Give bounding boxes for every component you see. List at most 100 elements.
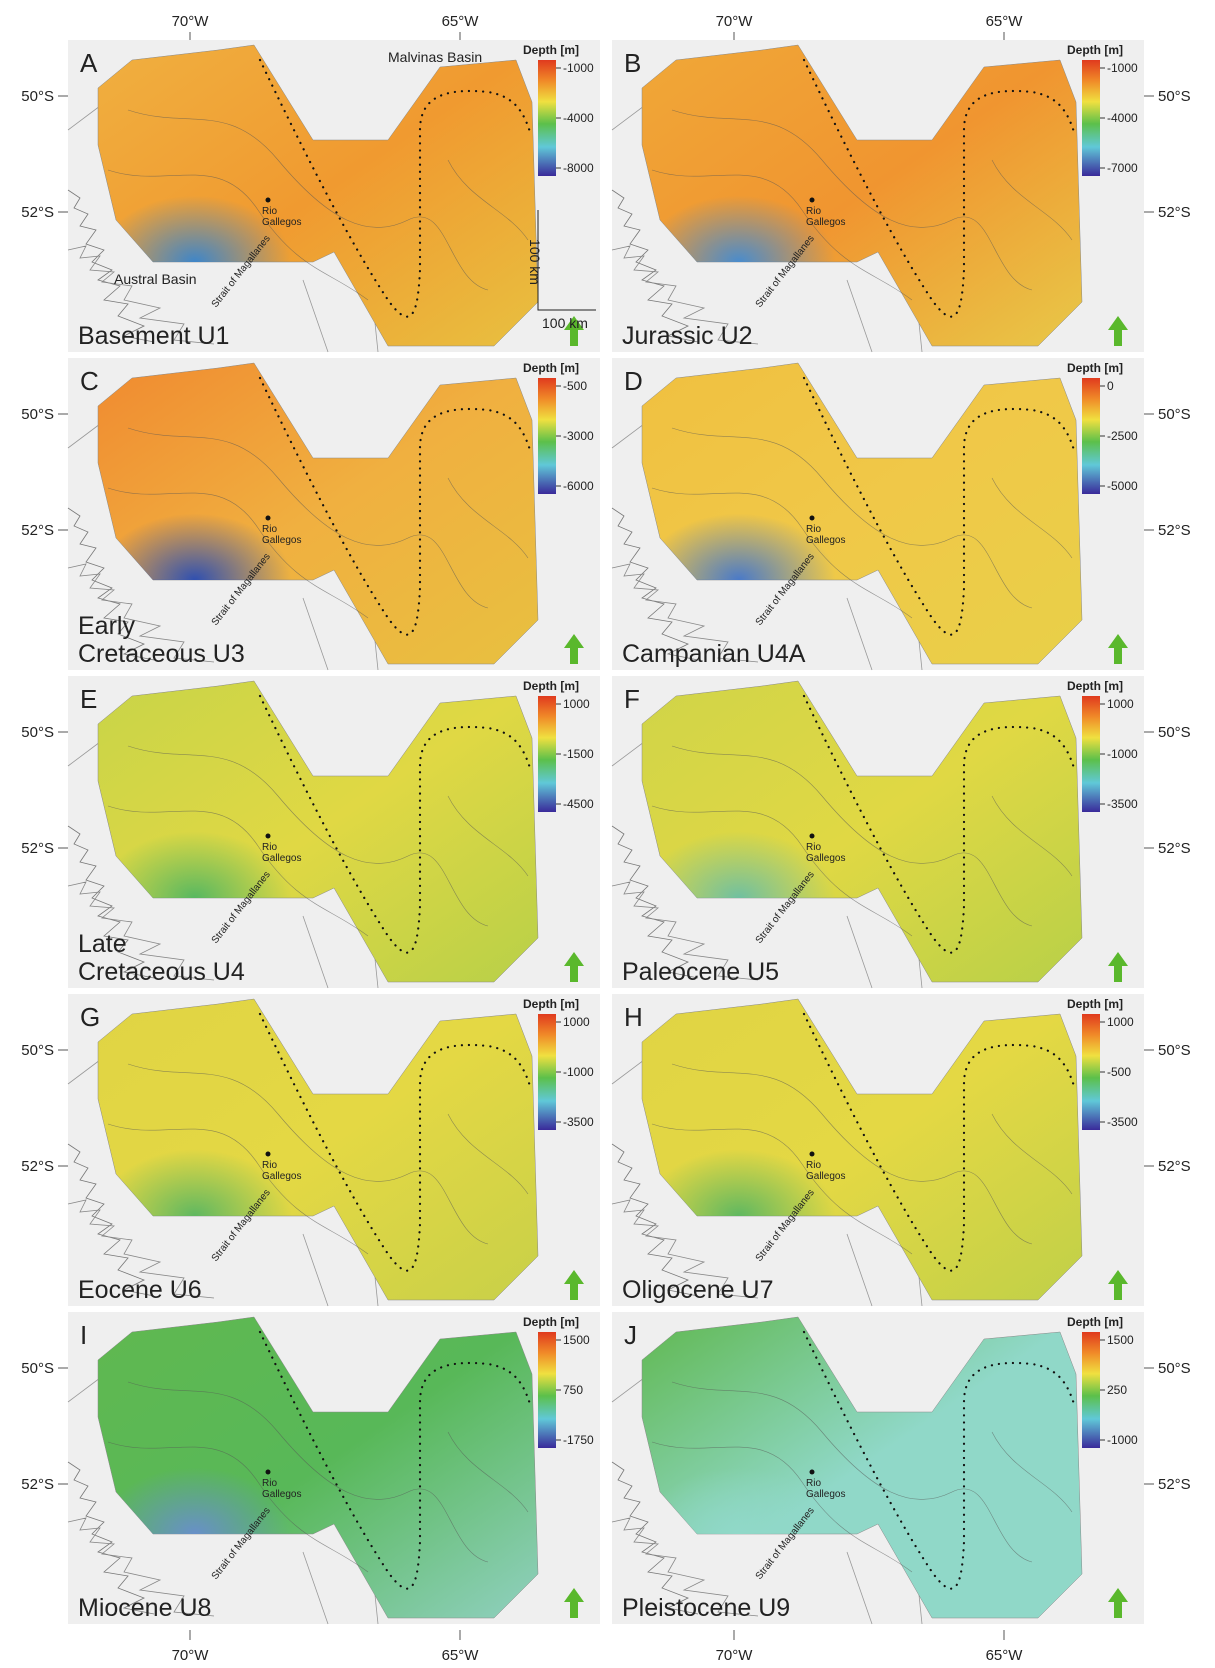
panel-title: Cretaceous U4 [78, 958, 245, 986]
north-arrow [564, 634, 584, 664]
contour [651, 477, 1073, 619]
place-label: Gallegos [806, 1171, 845, 1182]
panel-letter: G [80, 1002, 100, 1032]
panel-letter: B [624, 48, 641, 78]
contour [651, 159, 1073, 301]
coastline [67, 1517, 215, 1617]
latitude-label: 50°S [1158, 406, 1191, 423]
contour [107, 159, 529, 301]
longitude-label: 65°W [442, 1647, 480, 1664]
town-marker [809, 197, 815, 203]
contour [107, 477, 529, 619]
latitude-label: 50°S [21, 406, 54, 423]
north-arrow [564, 1588, 584, 1618]
legend-tick-label: -1000 [563, 1065, 594, 1079]
latitude-label: 52°S [21, 522, 54, 539]
coastline [67, 1143, 155, 1297]
latitude-label: 50°S [1158, 1042, 1191, 1059]
legend-tick-label: -500 [563, 379, 587, 393]
longitude-label: 65°W [442, 13, 480, 30]
place-label: Gallegos [262, 1489, 301, 1500]
coastline [611, 563, 759, 663]
place-label: Rio [806, 206, 821, 217]
basin-boundary [258, 376, 532, 636]
latitude-label: 50°S [21, 88, 54, 105]
coastline [611, 881, 759, 981]
north-arrow [1108, 1270, 1128, 1300]
coastline [611, 1461, 699, 1615]
north-arrow [564, 952, 584, 982]
colorbar [1082, 1014, 1100, 1130]
contour [671, 427, 1033, 609]
latitude-label: 50°S [21, 1360, 54, 1377]
latitude-label: 50°S [21, 1042, 54, 1059]
legend-title: Depth [m] [523, 997, 579, 1011]
latitude-label: 52°S [1158, 204, 1191, 221]
coastline [67, 189, 155, 343]
contour [671, 1063, 1033, 1245]
legend-title: Depth [m] [1067, 1315, 1123, 1329]
panel-letter: I [80, 1320, 87, 1350]
contour [651, 1431, 1073, 1573]
legend-tick-label: -3500 [1107, 797, 1138, 811]
legend-tick-label: -2500 [1107, 429, 1138, 443]
contour [651, 1113, 1073, 1255]
place-label: Gallegos [262, 1171, 301, 1182]
contour [671, 1381, 1033, 1563]
legend-title: Depth [m] [523, 679, 579, 693]
place-label: Rio [262, 842, 277, 853]
legend-tick-label: -7000 [1107, 161, 1138, 175]
panel-title: Jurassic U2 [622, 322, 753, 350]
place-label: Gallegos [806, 535, 845, 546]
town-marker [809, 515, 815, 521]
coastline [611, 507, 699, 661]
contour [107, 1113, 529, 1255]
basin-boundary [258, 694, 532, 954]
latitude-label: 50°S [1158, 88, 1191, 105]
legend-tick-label: -500 [1107, 1065, 1131, 1079]
legend-tick-label: 750 [563, 1383, 583, 1397]
scale-bar [537, 210, 596, 311]
annotation: Austral Basin [114, 271, 196, 287]
coastline [67, 881, 215, 981]
panel-title: Late [78, 930, 127, 958]
contour [651, 795, 1073, 937]
contour [107, 795, 529, 937]
latitude-label: 50°S [1158, 724, 1191, 741]
panel-letter: D [624, 366, 643, 396]
north-arrow [564, 1270, 584, 1300]
contour [671, 109, 1033, 291]
north-arrow [1108, 634, 1128, 664]
panel-letter: H [624, 1002, 643, 1032]
panel-title: Miocene U8 [78, 1594, 211, 1622]
legend-title: Depth [m] [1067, 997, 1123, 1011]
legend-tick-label: -4000 [563, 111, 594, 125]
legend-tick-label: -3000 [563, 429, 594, 443]
basin-boundary [258, 1330, 532, 1590]
longitude-label: 65°W [986, 1647, 1024, 1664]
legend-tick-label: -3500 [1107, 1115, 1138, 1129]
longitude-label: 70°W [716, 13, 754, 30]
colorbar [1082, 378, 1100, 494]
legend-tick-label: -1000 [1107, 61, 1138, 75]
town-marker [265, 197, 271, 203]
coastline [67, 563, 215, 663]
contour [127, 1381, 489, 1563]
annotation: Malvinas Basin [388, 49, 482, 65]
place-label: Gallegos [806, 1489, 845, 1500]
coastline [67, 825, 155, 979]
panel-letter: F [624, 684, 640, 714]
legend-tick-label: 1000 [563, 1015, 590, 1029]
legend-tick-label: -1000 [563, 61, 594, 75]
longitude-label: 70°W [172, 1647, 210, 1664]
latitude-label: 52°S [21, 840, 54, 857]
colorbar [538, 60, 556, 176]
legend-title: Depth [m] [1067, 43, 1123, 57]
north-arrow [1108, 1588, 1128, 1618]
